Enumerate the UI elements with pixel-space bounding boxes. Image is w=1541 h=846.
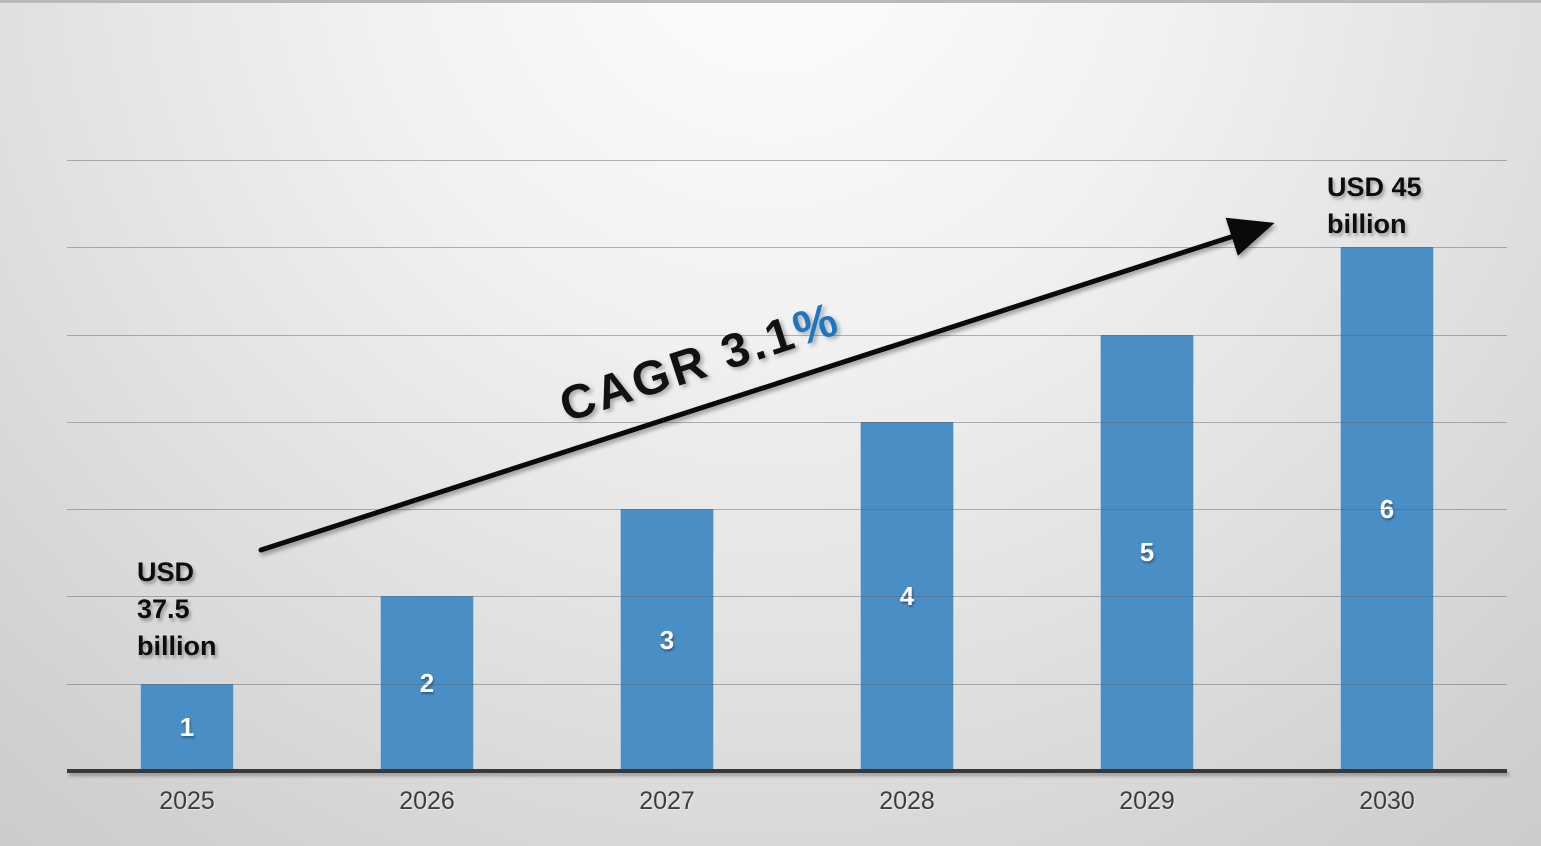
gridline [67, 160, 1507, 161]
x-axis-label-2028: 2028 [879, 787, 935, 815]
gridline [67, 421, 1507, 423]
start-value-label: USD 37.5 billion [137, 554, 216, 665]
bar-2027: 3 [620, 509, 714, 771]
x-axis-label-2025: 2025 [159, 787, 215, 815]
bar-value-2028: 4 [899, 580, 915, 611]
bar-2026: 2 [380, 596, 474, 771]
bar-2028: 4 [860, 421, 954, 771]
bar-value-2029: 5 [1139, 537, 1155, 568]
x-axis-label-2030: 2030 [1359, 787, 1415, 815]
growth-arrow-line [258, 217, 1275, 553]
start-value-line-2: 37.5 [137, 594, 190, 624]
gridline [67, 509, 1507, 511]
gridline [67, 247, 1507, 249]
end-value-label: USD 45 billion [1327, 169, 1422, 243]
x-axis-label-2027: 2027 [639, 787, 695, 815]
gridline [67, 683, 1507, 685]
bar-2030: 6 [1340, 247, 1434, 771]
bar-value-2027: 3 [659, 624, 675, 655]
x-axis-line [67, 769, 1507, 773]
bar-2029: 5 [1100, 334, 1194, 771]
bar-value-2025: 1 [179, 711, 195, 742]
x-axis-label-2029: 2029 [1119, 787, 1175, 815]
bar-value-2026: 2 [419, 668, 435, 699]
start-value-line-3: billion [137, 631, 217, 661]
end-value-line-1: USD 45 [1327, 172, 1422, 202]
end-value-line-2: billion [1327, 209, 1407, 239]
bar-2025: 1 [140, 683, 234, 771]
bar-value-2030: 6 [1379, 493, 1395, 524]
gridline [67, 596, 1507, 598]
growth-arrow [258, 217, 1275, 553]
x-axis-label-2026: 2026 [399, 787, 455, 815]
start-value-line-1: USD [137, 557, 195, 587]
gridline [67, 334, 1507, 336]
